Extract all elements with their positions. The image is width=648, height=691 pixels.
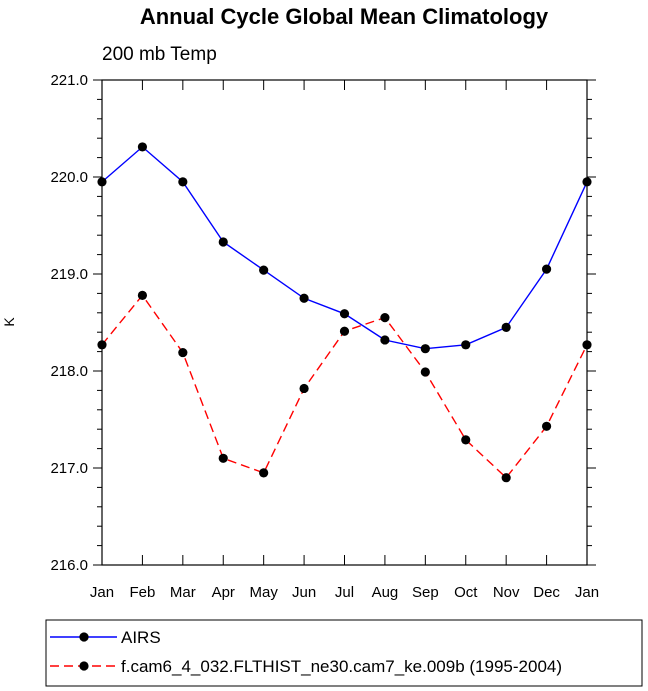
y-tick-labels: 216.0 217.0 218.0 219.0 220.0 221.0 (50, 72, 88, 574)
data-point (420, 344, 430, 354)
y-tick-label: 221.0 (50, 72, 88, 89)
data-point (339, 309, 350, 319)
x-tick-label: Sep (412, 584, 439, 601)
data-point (137, 290, 148, 300)
data-point (137, 142, 148, 152)
chart-subtitle: 200 mb Temp (102, 44, 217, 65)
x-tick-label: Feb (129, 584, 155, 601)
data-point (299, 383, 309, 394)
y-tick-label: 217.0 (50, 460, 88, 477)
data-point (461, 340, 471, 350)
series-line-2 (101, 294, 588, 479)
x-tick-label: Jan (575, 584, 599, 601)
data-point (339, 326, 350, 336)
legend-label: f.cam6_4_032.FLTHIST_ne30.cam7_ke.009b (… (121, 657, 562, 676)
legend-marker (79, 632, 89, 642)
data-point (259, 265, 269, 275)
data-point (178, 347, 188, 358)
data-point (218, 237, 228, 247)
x-tick-label: Oct (454, 584, 478, 601)
data-point (380, 335, 390, 345)
data-point (299, 293, 309, 303)
x-tick-labels: Jan Feb Mar Apr May Jun Jul Aug Sep Oct Nov Dec Jan (90, 584, 599, 601)
data-point (178, 177, 188, 187)
x-tick-label: May (249, 584, 278, 601)
axis-ticks (93, 79, 596, 566)
y-axis-label: K (1, 317, 17, 327)
data-point (541, 421, 552, 431)
data-point (582, 340, 592, 350)
data-point (97, 177, 107, 187)
data-point (259, 468, 269, 478)
data-point (380, 313, 390, 323)
legend-box (45, 619, 643, 687)
y-tick-label: 216.0 (50, 557, 88, 574)
chart-title: Annual Cycle Global Mean Climatology (140, 4, 549, 29)
x-tick-label: Nov (493, 584, 520, 601)
y-tick-label: 218.0 (50, 363, 88, 380)
data-point (420, 367, 430, 377)
x-tick-label: Aug (372, 584, 399, 601)
data-point (501, 322, 511, 332)
x-tick-label: Jan (90, 584, 114, 601)
data-point (582, 177, 592, 187)
data-point (461, 435, 471, 445)
data-point (541, 264, 552, 274)
data-point (97, 340, 107, 350)
legend-label: AIRS (121, 628, 161, 647)
y-tick-label: 219.0 (50, 266, 88, 283)
legend: AIRS f.cam6_4_032.FLTHIST_ne30.cam7_ke.00… (50, 628, 562, 676)
legend-marker (79, 661, 89, 671)
y-tick-label: 220.0 (50, 169, 88, 186)
data-point (501, 473, 511, 483)
series-layer (97, 142, 592, 483)
x-tick-label: Mar (170, 584, 196, 601)
x-tick-label: Jul (335, 584, 354, 601)
plot-frame (101, 79, 588, 566)
x-tick-label: Jun (292, 584, 316, 601)
series-line-1 (101, 145, 588, 350)
x-tick-label: Apr (212, 584, 235, 601)
data-point (218, 453, 228, 463)
x-tick-label: Dec (533, 584, 560, 601)
